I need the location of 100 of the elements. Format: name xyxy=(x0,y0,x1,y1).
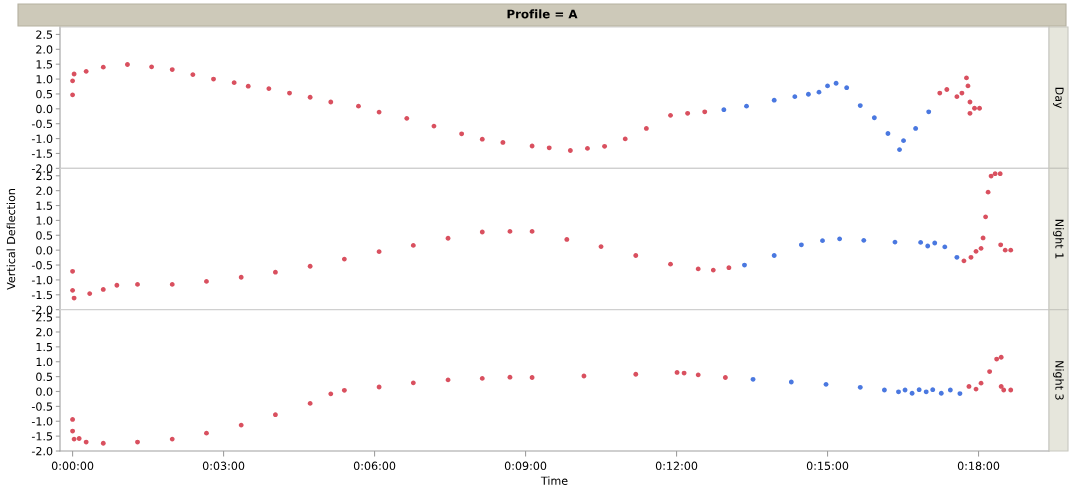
point xyxy=(238,274,244,280)
point xyxy=(964,75,969,81)
point xyxy=(695,372,701,378)
point xyxy=(721,107,727,113)
point xyxy=(750,376,756,382)
point xyxy=(459,131,465,137)
y-tick-label: 2.0 xyxy=(36,327,53,337)
point xyxy=(114,282,120,288)
point xyxy=(169,67,175,72)
point xyxy=(70,92,75,98)
y-tick-label: 1.5 xyxy=(36,60,53,69)
point xyxy=(926,109,932,115)
y-tick-label: 1.5 xyxy=(36,342,53,352)
x-tick-label: 0:03:00 xyxy=(202,461,245,471)
point xyxy=(245,83,251,89)
y-tick-label: -1.0 xyxy=(31,275,53,285)
y-tick-label: 0.5 xyxy=(36,89,53,99)
point xyxy=(1008,387,1014,393)
point xyxy=(125,62,130,67)
point xyxy=(823,381,829,387)
point xyxy=(100,64,106,70)
point xyxy=(479,229,485,235)
point xyxy=(710,267,716,273)
point xyxy=(70,268,75,274)
y-tick-label: 0.5 xyxy=(36,231,53,240)
point xyxy=(273,269,278,275)
point xyxy=(978,245,984,251)
y-tick-label: -1.0 xyxy=(31,134,53,143)
point xyxy=(190,72,196,78)
y-tick-label: -1.0 xyxy=(31,417,53,426)
point xyxy=(643,126,649,131)
point xyxy=(546,145,552,151)
point xyxy=(70,287,75,293)
point xyxy=(307,263,313,269)
point xyxy=(356,103,361,109)
point xyxy=(806,91,811,97)
y-tick-label: -2.0 xyxy=(31,446,53,456)
y-tick-label: -0.5 xyxy=(31,402,53,411)
point xyxy=(410,242,416,248)
point xyxy=(833,80,839,86)
point xyxy=(998,384,1004,389)
point xyxy=(771,253,777,258)
point xyxy=(857,103,863,108)
point xyxy=(954,94,960,100)
y-tick-label: 1.0 xyxy=(36,216,53,225)
point xyxy=(844,85,850,91)
y-tick-label: -1.5 xyxy=(31,149,53,158)
y-tick-label: 0.0 xyxy=(36,246,53,255)
y-tick-label: 2.5 xyxy=(36,171,53,181)
x-tick-label: 0:09:00 xyxy=(504,461,547,471)
point xyxy=(410,380,416,386)
y-tick-label: -1.5 xyxy=(31,290,53,300)
point xyxy=(937,90,943,96)
point xyxy=(977,105,982,111)
y-tick-label: 0.5 xyxy=(36,372,53,381)
x-tick-label: 0:06:00 xyxy=(353,461,396,471)
y-tick-label: -0.5 xyxy=(31,261,53,270)
y-tick-label: 2.0 xyxy=(36,186,53,196)
point xyxy=(702,109,708,115)
point xyxy=(1002,247,1008,253)
x-tick-label: 0:00:00 xyxy=(51,461,94,471)
point xyxy=(871,115,877,121)
point xyxy=(1008,247,1014,253)
point xyxy=(1001,387,1007,393)
point xyxy=(972,105,977,111)
point xyxy=(918,240,924,245)
point xyxy=(997,171,1003,177)
point xyxy=(932,240,938,246)
x-tick-label: 0:12:00 xyxy=(655,461,698,471)
point xyxy=(726,265,732,271)
point xyxy=(479,136,485,142)
point xyxy=(837,236,843,242)
y-tick-label: 1.0 xyxy=(36,75,53,84)
y-axis-title: Vertical Deflection xyxy=(6,189,16,290)
point xyxy=(169,281,175,287)
point xyxy=(633,253,639,258)
point xyxy=(930,387,936,393)
point xyxy=(70,78,75,84)
point xyxy=(564,237,570,242)
point xyxy=(231,80,237,86)
point xyxy=(307,400,313,406)
y-tick-label: -2.0 xyxy=(31,305,53,315)
point xyxy=(938,390,944,396)
y-tick-label: 0.0 xyxy=(36,104,53,114)
point xyxy=(266,86,272,91)
point xyxy=(633,371,639,377)
point xyxy=(916,387,922,393)
point xyxy=(771,97,777,103)
point xyxy=(983,214,988,220)
text: Day xyxy=(1053,87,1064,109)
point xyxy=(585,145,590,151)
point xyxy=(685,110,691,116)
point xyxy=(967,110,973,116)
y-tick-label: -2.0 xyxy=(31,164,53,173)
text: Night 3 xyxy=(1053,361,1064,400)
point xyxy=(695,266,701,272)
point xyxy=(901,138,906,144)
point xyxy=(909,390,915,396)
point xyxy=(668,261,673,267)
x-tick-label: 0:18:00 xyxy=(957,461,1000,471)
